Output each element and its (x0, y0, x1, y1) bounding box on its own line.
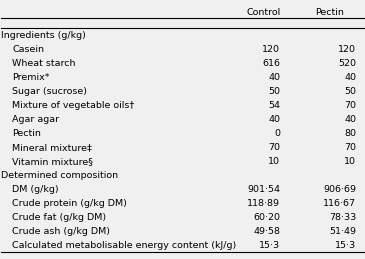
Text: 120: 120 (338, 46, 356, 54)
Text: 70: 70 (344, 143, 356, 152)
Text: Pectin: Pectin (315, 8, 343, 17)
Text: 906·69: 906·69 (323, 185, 356, 194)
Text: 120: 120 (262, 46, 280, 54)
Text: Pectin: Pectin (12, 129, 41, 138)
Text: 901·54: 901·54 (247, 185, 280, 194)
Text: 51·49: 51·49 (329, 227, 356, 236)
Text: 78·33: 78·33 (329, 213, 356, 222)
Text: 15·3: 15·3 (259, 241, 280, 250)
Text: 520: 520 (338, 60, 356, 68)
Text: 70: 70 (268, 143, 280, 152)
Text: Agar agar: Agar agar (12, 115, 59, 124)
Text: Determined composition: Determined composition (1, 171, 119, 180)
Text: 15·3: 15·3 (335, 241, 356, 250)
Text: 118·89: 118·89 (247, 199, 280, 208)
Text: 80: 80 (344, 129, 356, 138)
Text: Premix*: Premix* (12, 73, 50, 82)
Text: Mixture of vegetable oils†: Mixture of vegetable oils† (12, 101, 135, 110)
Text: Casein: Casein (12, 46, 44, 54)
Text: Calculated metabolisable energy content (kJ/g): Calculated metabolisable energy content … (12, 241, 237, 250)
Text: Crude protein (g/kg DM): Crude protein (g/kg DM) (12, 199, 127, 208)
Text: 50: 50 (268, 87, 280, 96)
Text: 49·58: 49·58 (253, 227, 280, 236)
Text: Vitamin mixture§: Vitamin mixture§ (12, 157, 93, 166)
Text: 10: 10 (344, 157, 356, 166)
Text: 10: 10 (268, 157, 280, 166)
Text: DM (g/kg): DM (g/kg) (12, 185, 59, 194)
Text: 0: 0 (274, 129, 280, 138)
Text: 60·20: 60·20 (253, 213, 280, 222)
Text: 40: 40 (344, 73, 356, 82)
Text: 616: 616 (262, 60, 280, 68)
Text: 50: 50 (344, 87, 356, 96)
Text: 40: 40 (344, 115, 356, 124)
Text: Ingredients (g/kg): Ingredients (g/kg) (1, 32, 86, 40)
Text: 116·67: 116·67 (323, 199, 356, 208)
Text: 54: 54 (268, 101, 280, 110)
Text: Crude fat (g/kg DM): Crude fat (g/kg DM) (12, 213, 106, 222)
Text: Mineral mixture‡: Mineral mixture‡ (12, 143, 92, 152)
Text: 40: 40 (268, 115, 280, 124)
Text: 40: 40 (268, 73, 280, 82)
Text: Wheat starch: Wheat starch (12, 60, 76, 68)
Text: Crude ash (g/kg DM): Crude ash (g/kg DM) (12, 227, 110, 236)
Text: Sugar (sucrose): Sugar (sucrose) (12, 87, 87, 96)
Text: Control: Control (247, 8, 281, 17)
Text: 70: 70 (344, 101, 356, 110)
